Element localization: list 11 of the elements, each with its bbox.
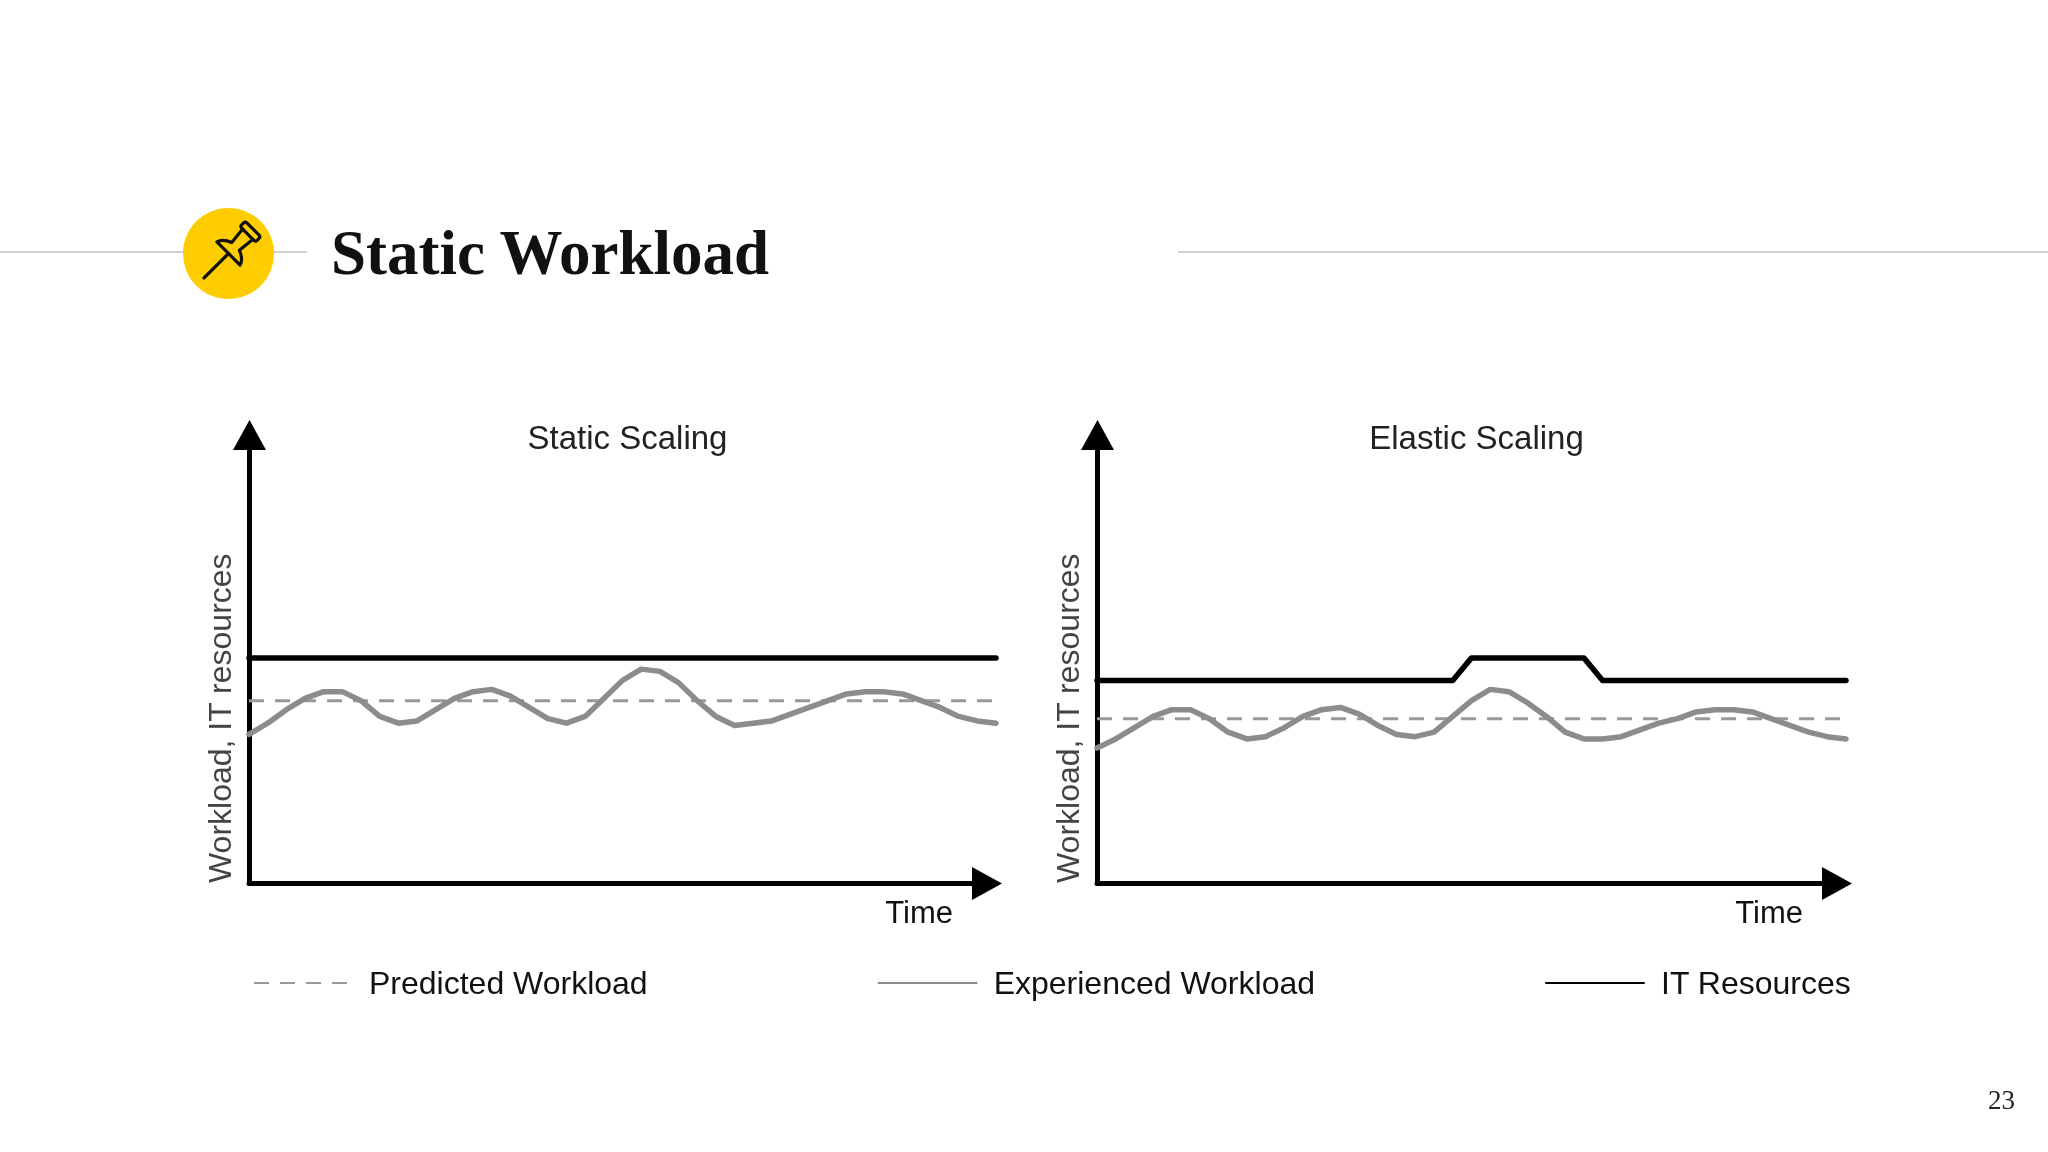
x-axis-title: Time [885, 895, 953, 930]
x-axis-title: Time [1735, 895, 1803, 930]
y-axis-title: Workload, IT resources [1050, 553, 1086, 883]
y-axis-title: Workload, IT resources [202, 553, 238, 883]
chart-title: Static Scaling [527, 419, 728, 456]
legend-label: IT Resources [1661, 965, 1851, 1001]
text: 23 [1988, 1085, 2015, 1115]
chart-title: Elastic Scaling [1369, 419, 1584, 456]
legend-label: Experienced Workload [993, 965, 1316, 1001]
legend-label: Predicted Workload [369, 965, 648, 1001]
text: Static Workload [331, 218, 770, 288]
